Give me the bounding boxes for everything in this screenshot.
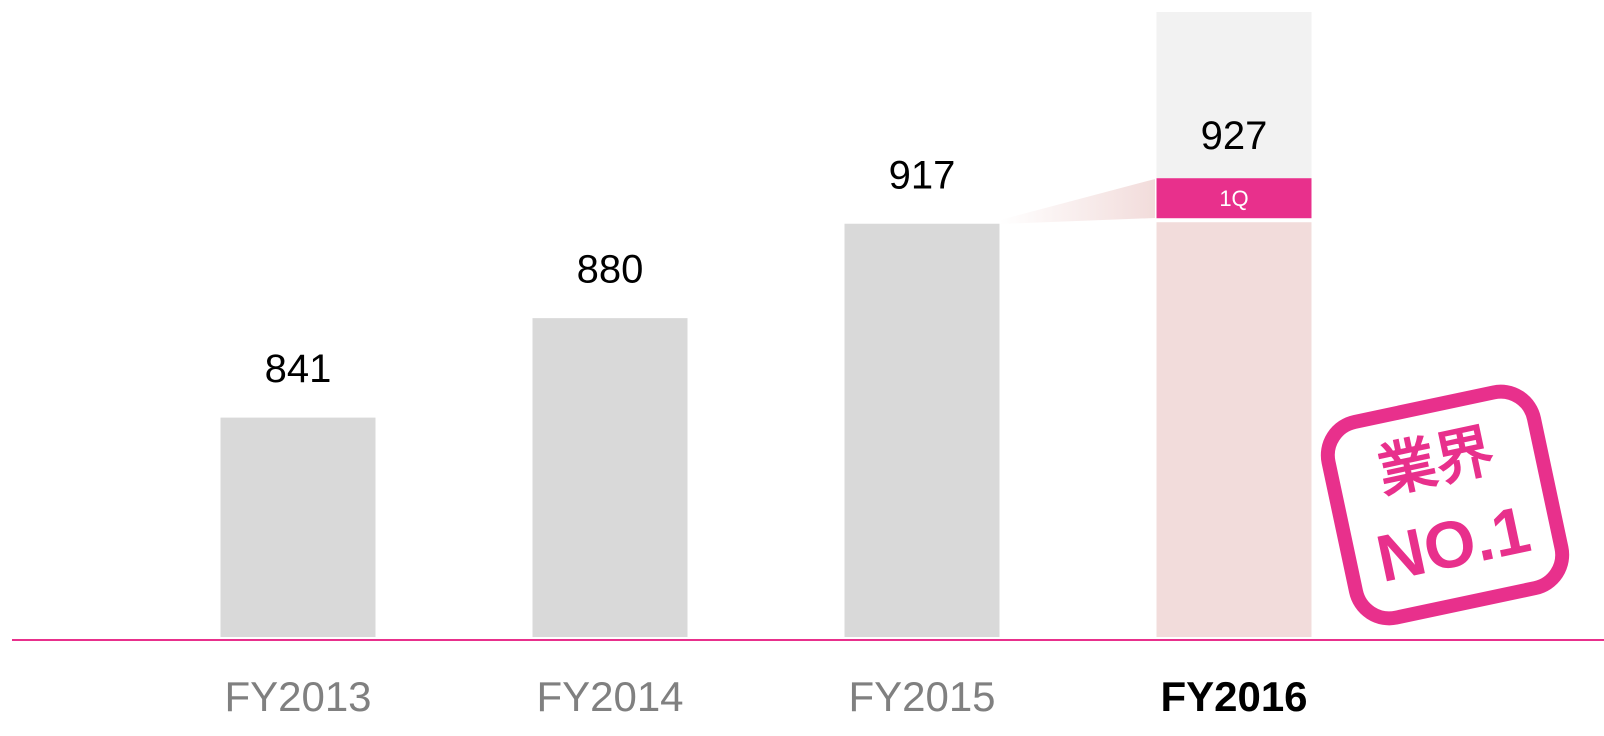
x-tick-label: FY2013 [224,673,371,720]
value-label: 917 [889,153,956,197]
x-tick-label: FY2014 [536,673,683,720]
bar [220,417,376,637]
bar [844,223,1000,638]
value-label: 880 [577,248,644,292]
x-tick-label: FY2015 [848,673,995,720]
bar-background [1156,12,1312,179]
bar [532,318,688,637]
connector [1000,179,1155,224]
bars [220,12,1312,638]
badge-frame [1320,384,1570,626]
value-label: 927 [1201,114,1268,158]
bar-segment [1156,178,1312,219]
segment-label: 1Q [1219,186,1248,211]
x-tick-label: FY2016 [1160,673,1307,720]
value-label: 841 [265,347,332,391]
bar [1156,222,1312,637]
badge: 業界 NO.1 [1320,384,1570,626]
